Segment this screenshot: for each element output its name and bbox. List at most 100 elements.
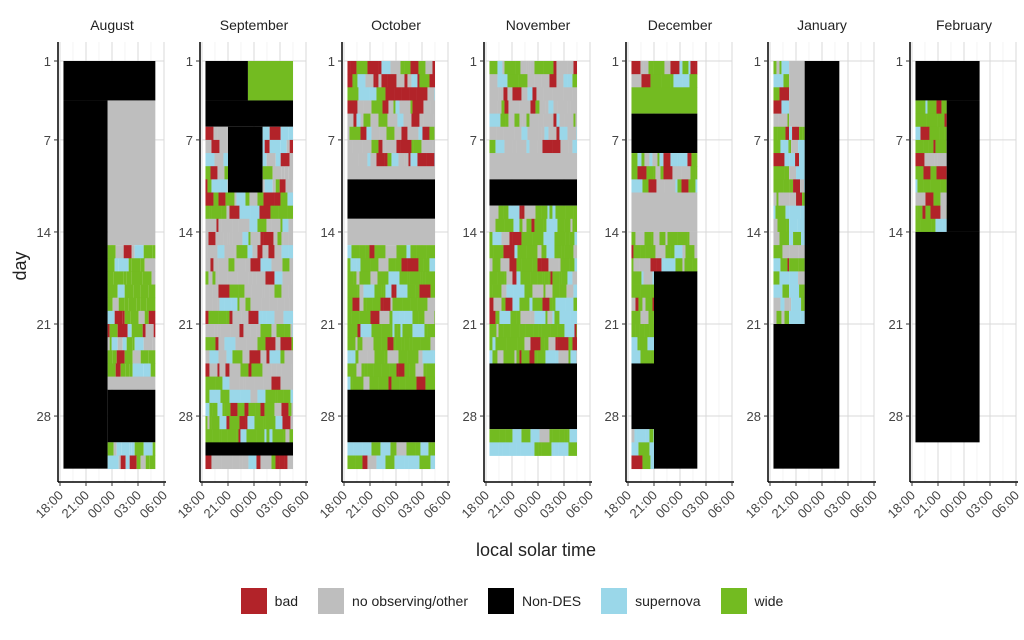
- data-cell: [280, 218, 283, 233]
- data-cell: [118, 297, 125, 312]
- data-cell: [249, 192, 258, 207]
- data-cell: [289, 429, 293, 443]
- data-cell: [265, 416, 276, 430]
- data-block: [205, 442, 293, 456]
- data-cell: [504, 139, 513, 154]
- data-cell: [543, 284, 546, 299]
- data-cell: [398, 350, 408, 364]
- data-cell: [143, 442, 153, 456]
- data-cell: [641, 153, 645, 167]
- data-cell: [526, 113, 530, 128]
- data-cell: [561, 271, 568, 285]
- data-cell: [424, 310, 435, 325]
- data-cell: [271, 258, 283, 272]
- data-cell: [514, 113, 520, 128]
- panel-title: September: [220, 17, 289, 33]
- data-cell: [123, 271, 127, 285]
- data-cell: [288, 284, 293, 299]
- data-cell: [931, 218, 936, 233]
- data-cell: [489, 271, 498, 285]
- data-cell: [566, 284, 574, 299]
- data-cell: [389, 113, 398, 128]
- data-cell: [777, 218, 787, 233]
- data-cell: [541, 74, 550, 88]
- data-cell: [515, 61, 521, 75]
- data-cell: [347, 350, 352, 364]
- data-cell: [644, 153, 650, 167]
- data-cell: [492, 231, 502, 246]
- data-cell: [642, 179, 649, 193]
- data-cell: [415, 442, 421, 456]
- data-cell: [280, 337, 292, 351]
- data-cell: [291, 363, 293, 377]
- data-cell: [570, 337, 573, 351]
- data-cell: [219, 297, 225, 312]
- data-cell: [557, 324, 565, 338]
- data-cell: [113, 271, 124, 285]
- data-cell: [534, 310, 546, 325]
- data-cell: [212, 271, 216, 285]
- data-cell: [357, 284, 360, 299]
- data-cell: [504, 271, 507, 285]
- data-cell: [250, 297, 262, 312]
- data-cell: [541, 245, 547, 259]
- data-cell: [266, 153, 276, 167]
- data-cell: [127, 324, 132, 338]
- data-cell: [557, 337, 569, 351]
- data-cell: [687, 231, 690, 246]
- data-cell: [573, 205, 577, 220]
- data-cell: [427, 297, 435, 312]
- x-tick-label: 00:00: [85, 488, 119, 522]
- data-cell: [400, 61, 405, 75]
- data-cell: [378, 258, 389, 272]
- data-block: [789, 61, 805, 127]
- data-cell: [779, 61, 782, 75]
- data-cell: [944, 126, 947, 141]
- data-cell: [537, 350, 546, 364]
- data-cell: [107, 297, 113, 312]
- data-cell: [495, 139, 505, 154]
- data-cell: [433, 113, 435, 128]
- data-cell: [554, 245, 562, 259]
- data-cell: [205, 337, 216, 351]
- data-cell: [636, 429, 646, 443]
- data-cell: [222, 376, 230, 391]
- x-tick-label: 21:00: [627, 488, 661, 522]
- data-cell: [935, 139, 947, 154]
- data-cell: [514, 245, 518, 259]
- data-cell: [222, 402, 225, 417]
- data-cell: [205, 416, 208, 430]
- data-cell: [140, 297, 147, 312]
- data-cell: [367, 61, 379, 75]
- data-cell: [937, 113, 945, 128]
- data-cell: [664, 179, 676, 193]
- data-cell: [365, 74, 374, 88]
- y-tick-label: 21: [605, 317, 619, 332]
- data-cell: [117, 337, 123, 351]
- data-cell: [125, 363, 130, 377]
- data-cell: [383, 284, 386, 299]
- data-cell: [635, 297, 639, 312]
- data-cell: [352, 74, 355, 88]
- data-cell: [374, 284, 382, 299]
- y-tick-label: 28: [605, 409, 619, 424]
- data-cell: [397, 113, 404, 128]
- data-cell: [272, 179, 276, 193]
- data-cell: [209, 363, 218, 377]
- data-cell: [568, 442, 577, 456]
- data-cell: [429, 258, 435, 272]
- data-cell: [275, 153, 281, 167]
- data-cell: [209, 350, 219, 364]
- data-cell: [567, 271, 573, 285]
- data-cell: [558, 442, 569, 456]
- data-cell: [107, 284, 118, 299]
- data-cell: [941, 100, 947, 114]
- data-cell: [656, 179, 665, 193]
- data-cell: [555, 205, 566, 220]
- data-cell: [213, 192, 219, 207]
- data-cell: [398, 153, 405, 167]
- data-cell: [355, 350, 359, 364]
- data-cell: [285, 179, 293, 193]
- data-cell: [362, 455, 368, 470]
- data-cell: [370, 310, 380, 325]
